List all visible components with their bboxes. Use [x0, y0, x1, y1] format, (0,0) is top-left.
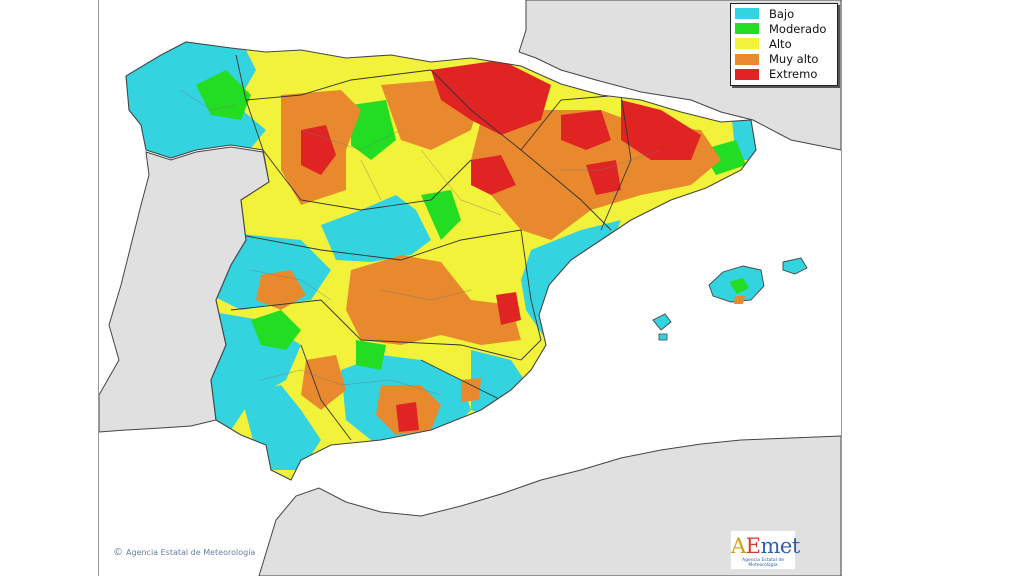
legend-item-moderado: Moderado	[731, 21, 837, 36]
logo-wordmark: AEmet	[731, 534, 800, 558]
legend-swatch	[735, 23, 759, 35]
legend-item-bajo: Bajo	[731, 6, 837, 21]
legend-swatch	[735, 53, 759, 65]
legend-swatch	[735, 68, 759, 80]
risk-map	[99, 0, 841, 576]
legend-swatch	[735, 8, 759, 20]
legend-item-extremo: Extremo	[731, 67, 837, 82]
logo-subtitle: Agencia Estatal de Meteorología	[741, 558, 784, 568]
legend-item-alto: Alto	[731, 36, 837, 51]
legend-label: Muy alto	[769, 52, 819, 67]
north-africa-landmass	[258, 435, 841, 576]
copyright-credit: © Agencia Estatal de Meteorología	[113, 547, 255, 558]
map-frame	[98, 0, 842, 576]
balearic-islands	[652, 257, 808, 341]
legend-swatch	[735, 38, 759, 50]
copyright-icon: ©	[113, 547, 123, 558]
aemet-logo: AEmet Agencia Estatal de Meteorología	[730, 530, 800, 570]
spain-coastline	[125, 41, 757, 481]
legend-label: Moderado	[769, 21, 827, 36]
legend-label: Bajo	[769, 6, 795, 21]
legend-label: Alto	[769, 36, 792, 51]
map-legend: Bajo Moderado Alto Muy alto Extremo	[730, 3, 838, 86]
legend-item-muy-alto: Muy alto	[731, 52, 837, 67]
legend-label: Extremo	[769, 67, 818, 82]
credit-text: Agencia Estatal de Meteorología	[126, 548, 256, 557]
